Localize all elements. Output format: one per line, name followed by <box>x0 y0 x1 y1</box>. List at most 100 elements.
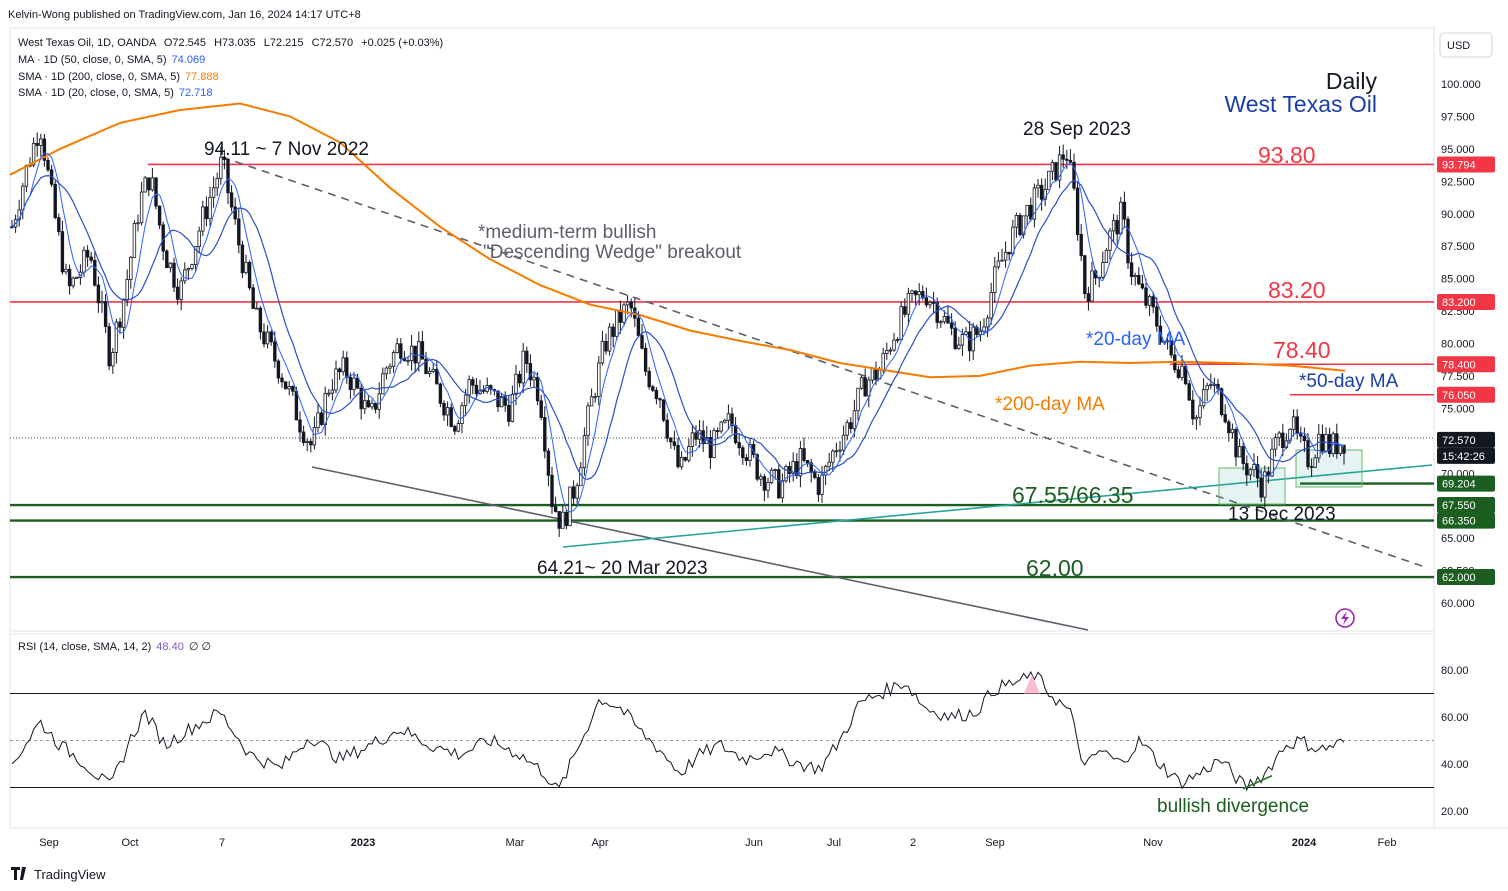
candle-body <box>939 321 943 324</box>
candle-body <box>1169 340 1173 356</box>
candle-body <box>345 357 349 378</box>
candle-body <box>474 384 479 394</box>
annotation-support: 67.55/66.35 <box>1012 482 1134 508</box>
candle-body <box>1270 448 1274 477</box>
candle-body <box>813 472 817 478</box>
candle-body <box>1129 262 1134 277</box>
jan-consolidation-box[interactable] <box>1295 449 1363 488</box>
sma200-line[interactable] <box>9 102 1346 379</box>
candle-body <box>888 349 893 352</box>
candle-body <box>85 249 90 258</box>
candle-body <box>928 301 932 306</box>
rsi-divergence-line[interactable] <box>1242 774 1273 790</box>
candle-body <box>1086 293 1091 302</box>
price-tick-5: 87.500 <box>1441 241 1475 253</box>
candle-body <box>571 486 576 499</box>
trendlines <box>221 156 1433 631</box>
sma20-line[interactable] <box>11 152 1345 513</box>
candle-body <box>309 440 313 446</box>
candle-body <box>604 340 608 352</box>
candle-body <box>510 393 515 422</box>
candle-body <box>895 339 900 341</box>
candle-body <box>129 256 133 280</box>
price-tag-bg-4 <box>1437 431 1495 448</box>
candle-body <box>1302 435 1307 442</box>
price-tag-7: 67.550 <box>1442 500 1476 512</box>
price-axis[interactable] <box>1434 28 1508 631</box>
candle-body <box>201 206 205 232</box>
candle-body <box>600 340 605 364</box>
candle-body <box>71 277 75 287</box>
candle-body <box>57 217 61 232</box>
candle-body <box>1263 471 1267 498</box>
candle-body <box>136 222 140 225</box>
candle-body <box>881 353 885 371</box>
candle-body <box>863 377 867 397</box>
candle-body <box>1299 432 1303 437</box>
candle-body <box>543 417 547 452</box>
sma200-legend[interactable]: SMA · 1D (200, close, 0, SMA, 5) 77.888 <box>18 71 219 83</box>
candle-body <box>978 330 983 335</box>
price-tick-4: 90.000 <box>1441 209 1475 221</box>
lightning-icon[interactable] <box>1335 608 1355 628</box>
wedge-lower-trendline[interactable] <box>311 466 1089 631</box>
candle-body <box>1259 477 1263 498</box>
rsi-legend[interactable]: RSI (14, close, SMA, 14, 2) 48.40 ∅ ∅ <box>18 641 211 653</box>
candle-body <box>719 421 723 432</box>
rsi-plot-area[interactable] <box>9 633 1435 829</box>
candle-body <box>579 467 583 487</box>
currency-button[interactable] <box>1439 32 1493 58</box>
time-axis[interactable]: Sep Oct 7 2023 Mar Apr Jun Jul 2 Sep Nov 2024 Feb <box>39 837 1396 849</box>
candle-body <box>237 218 241 246</box>
candle-body <box>1201 389 1206 407</box>
candle-body <box>931 301 936 304</box>
candle-body <box>942 315 947 323</box>
main-plot-area[interactable] <box>9 27 1435 632</box>
candle-body <box>1101 262 1105 278</box>
candle-body <box>359 387 363 410</box>
candle-body <box>147 177 151 191</box>
price-tick-1: 97.500 <box>1441 111 1475 123</box>
tradingview-logo[interactable]: TradingView <box>11 867 106 882</box>
candle-body <box>1122 201 1127 220</box>
chart-annotations: 94.11 ~ 7 Nov 2022 28 Sep 2023 *medium-t… <box>204 68 1399 817</box>
candle-body <box>438 383 443 404</box>
annotation-low-dec: 13 Dec 2023 <box>1228 504 1336 525</box>
candle-body <box>913 290 918 296</box>
candle-body <box>265 331 270 345</box>
candle-body <box>1119 201 1123 235</box>
candle-body <box>1205 385 1209 391</box>
rising-support-trendline[interactable] <box>562 464 1433 548</box>
candle-body <box>190 264 194 269</box>
candle-body <box>1313 457 1317 468</box>
candle-body <box>849 422 853 430</box>
candle-body <box>294 390 299 421</box>
symbol-name: West Texas Oil, 1D, OANDA <box>18 37 157 49</box>
candle-body <box>427 371 432 374</box>
ma50-line[interactable] <box>11 174 1345 480</box>
sma20-legend[interactable]: SMA · 1D (20, close, 0, SMA, 5) 72.718 <box>18 87 213 99</box>
candle-body <box>953 327 957 349</box>
candle-body <box>665 419 669 439</box>
candle-body <box>1039 184 1044 200</box>
candle-body <box>993 266 997 293</box>
candle-body <box>546 450 551 476</box>
candle-body <box>215 178 219 189</box>
ma50-legend[interactable]: MA · 1D (50, close, 0, SMA, 5) 74.069 <box>18 54 205 66</box>
rsi-line[interactable] <box>11 670 1345 792</box>
candle-body <box>967 331 972 352</box>
candle-body <box>1223 414 1227 423</box>
symbol-line[interactable]: West Texas Oil, 1D, OANDA O72.545 H73.03… <box>18 37 443 49</box>
candle-body <box>532 376 536 381</box>
candle-body <box>366 400 371 408</box>
candle-body <box>391 352 396 367</box>
wedge-upper-trendline[interactable] <box>221 156 1426 568</box>
candle-body <box>42 138 47 161</box>
candle-body <box>255 307 259 310</box>
candle-body <box>373 402 378 410</box>
candle-body <box>323 392 327 425</box>
candle-body <box>24 165 29 187</box>
candle-body <box>1194 416 1199 420</box>
candle-body <box>103 301 108 327</box>
candle-body <box>1191 399 1195 420</box>
